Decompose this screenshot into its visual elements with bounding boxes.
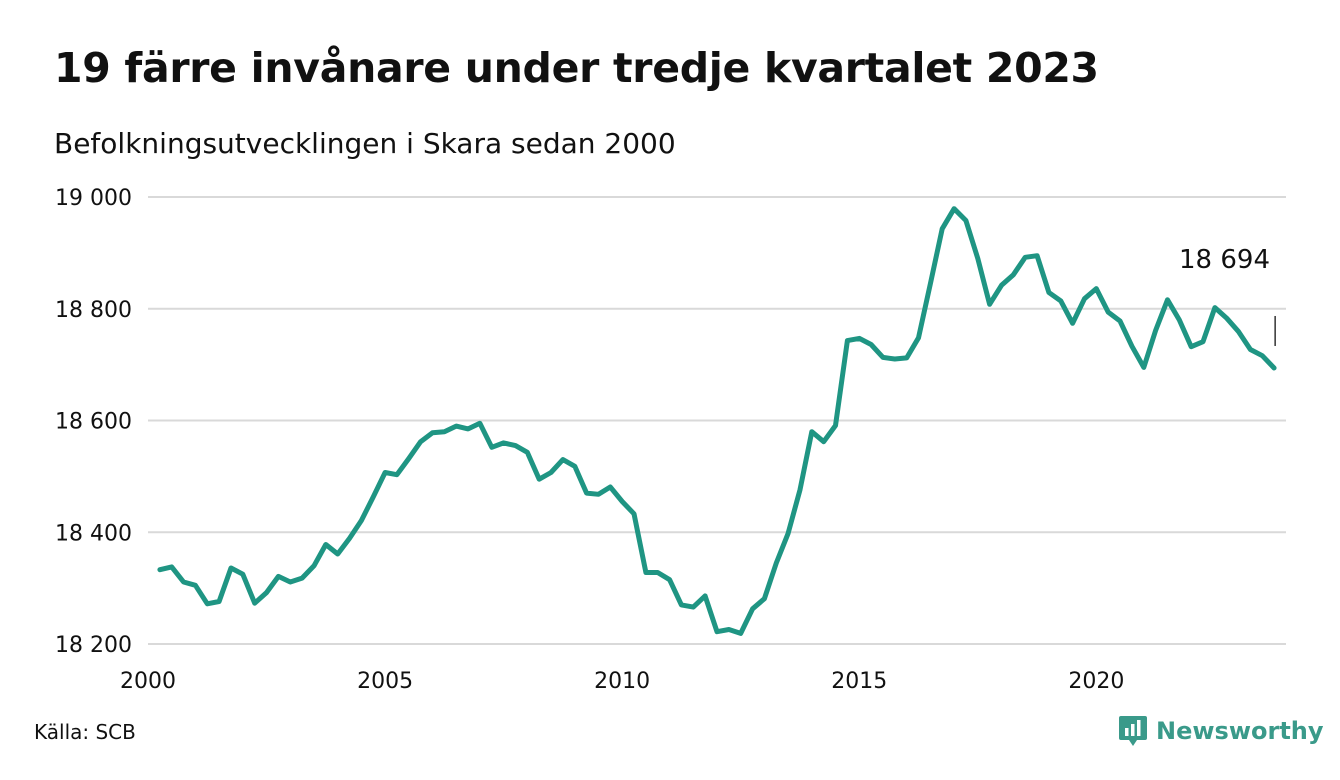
annotation-layer: 18 694	[1179, 245, 1276, 346]
grid-lines	[148, 196, 1286, 645]
brand-name: Newsworthy	[1156, 717, 1324, 745]
y-tick-label: 19 000	[55, 186, 132, 211]
brand-logo[interactable]: Newsworthy	[1118, 714, 1324, 748]
x-tick-label: 2000	[120, 669, 176, 694]
chart-subtitle: Befolkningsutvecklingen i Skara sedan 20…	[54, 127, 676, 160]
y-axis-tick-labels: 18 200 18 400 18 600 18 800 19 000	[55, 186, 132, 658]
x-tick-label: 2020	[1068, 669, 1124, 694]
series-line	[157, 206, 1277, 636]
series-layer	[157, 206, 1277, 636]
newsworthy-logo-icon	[1119, 716, 1147, 746]
chart-title: 19 färre invånare under tredje kvartalet…	[54, 44, 1099, 92]
y-tick-label: 18 200	[55, 633, 132, 658]
y-tick-label: 18 400	[55, 521, 132, 546]
y-tick-label: 18 600	[55, 410, 132, 435]
x-axis-tick-labels: 2000 2005 2010 2015 2020	[120, 669, 1124, 694]
source-note: Källa: SCB	[34, 720, 136, 744]
y-tick-label: 18 800	[55, 298, 132, 323]
annotation-label: 18 694	[1179, 245, 1270, 275]
x-tick-label: 2010	[594, 669, 650, 694]
x-tick-label: 2005	[357, 669, 413, 694]
x-tick-label: 2015	[831, 669, 887, 694]
